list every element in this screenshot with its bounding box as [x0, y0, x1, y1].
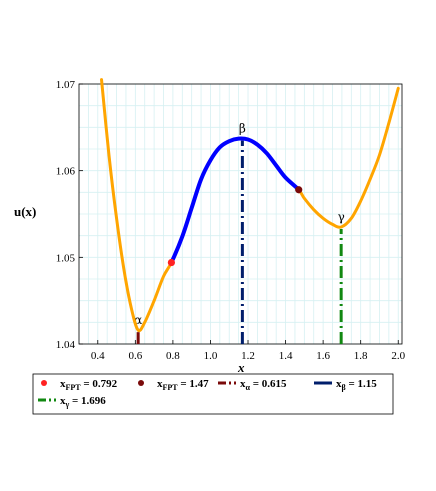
legend-item: xγ = 1.696 [38, 395, 106, 409]
y-axis-label: u(x) [14, 204, 36, 219]
y-tick-label: 1.04 [56, 339, 76, 351]
curve-segment [297, 86, 400, 229]
legend-swatch-point [138, 380, 144, 386]
potential-curve [100, 78, 400, 333]
vertical-marker-label: γ [338, 210, 345, 224]
vertical-markers: α β γ [134, 122, 345, 344]
x-axis-label: x [237, 360, 245, 375]
legend-box [32, 373, 394, 415]
legend-item: xFPT = 1.47 [138, 378, 209, 392]
x-tick-label: 1.0 [204, 350, 218, 362]
fpt-point [295, 186, 303, 194]
x-tick-label: 0.6 [128, 350, 142, 362]
x-tick-label: 0.8 [166, 350, 180, 362]
legend-label: xFPT = 0.792 [60, 378, 118, 392]
x-tick-label: 2.0 [391, 350, 405, 362]
fpt-point [167, 258, 175, 267]
legend-label: xα = 0.615 [240, 378, 287, 392]
x-axis-ticks: 0.4 0.6 0.8 1.0 1.2 1.4 1.6 1.8 2.0 [91, 340, 406, 362]
legend-label: xγ = 1.696 [60, 395, 106, 409]
x-tick-label: 0.4 [91, 350, 105, 362]
fpt-points [167, 186, 303, 267]
legend-swatch-point [41, 380, 47, 386]
x-tick-label: 1.4 [279, 350, 293, 362]
y-tick-label: 1.05 [56, 252, 76, 264]
curve-segment [169, 136, 301, 265]
legend-item: xβ = 1.15 [314, 378, 377, 392]
legend-label: xFPT = 1.47 [157, 378, 209, 392]
y-axis-ticks: 1.04 1.05 1.06 1.07 [56, 79, 83, 351]
x-tick-label: 1.8 [354, 350, 368, 362]
legend-item: xFPT = 0.792 [41, 378, 118, 392]
plot-frame [78, 83, 403, 345]
x-tick-label: 1.2 [241, 350, 255, 362]
y-tick-label: 1.07 [56, 79, 76, 91]
curve-segment [100, 78, 173, 333]
legend-label: xβ = 1.15 [336, 378, 377, 392]
y-tick-label: 1.06 [56, 166, 76, 178]
vertical-marker-label: α [134, 313, 142, 327]
x-tick-label: 1.6 [316, 350, 330, 362]
legend: xFPT = 0.792 xFPT = 1.47 xα = 0.615 xβ = 1.… [38, 378, 377, 409]
vertical-marker-label: β [239, 122, 246, 136]
legend-item: xα = 0.615 [218, 378, 287, 392]
